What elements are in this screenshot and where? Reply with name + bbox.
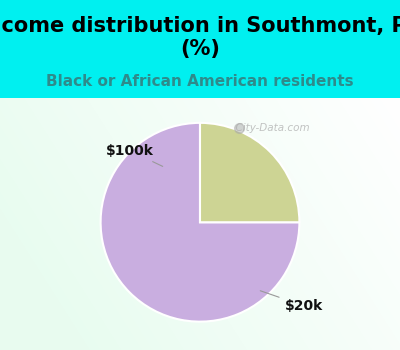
Text: $20k: $20k bbox=[260, 291, 323, 313]
Text: Black or African American residents: Black or African American residents bbox=[46, 74, 354, 89]
Text: $100k: $100k bbox=[106, 144, 163, 166]
Wedge shape bbox=[200, 123, 299, 222]
Text: City-Data.com: City-Data.com bbox=[229, 123, 310, 133]
Text: Income distribution in Southmont, PA
(%): Income distribution in Southmont, PA (%) bbox=[0, 16, 400, 59]
Wedge shape bbox=[101, 123, 299, 322]
